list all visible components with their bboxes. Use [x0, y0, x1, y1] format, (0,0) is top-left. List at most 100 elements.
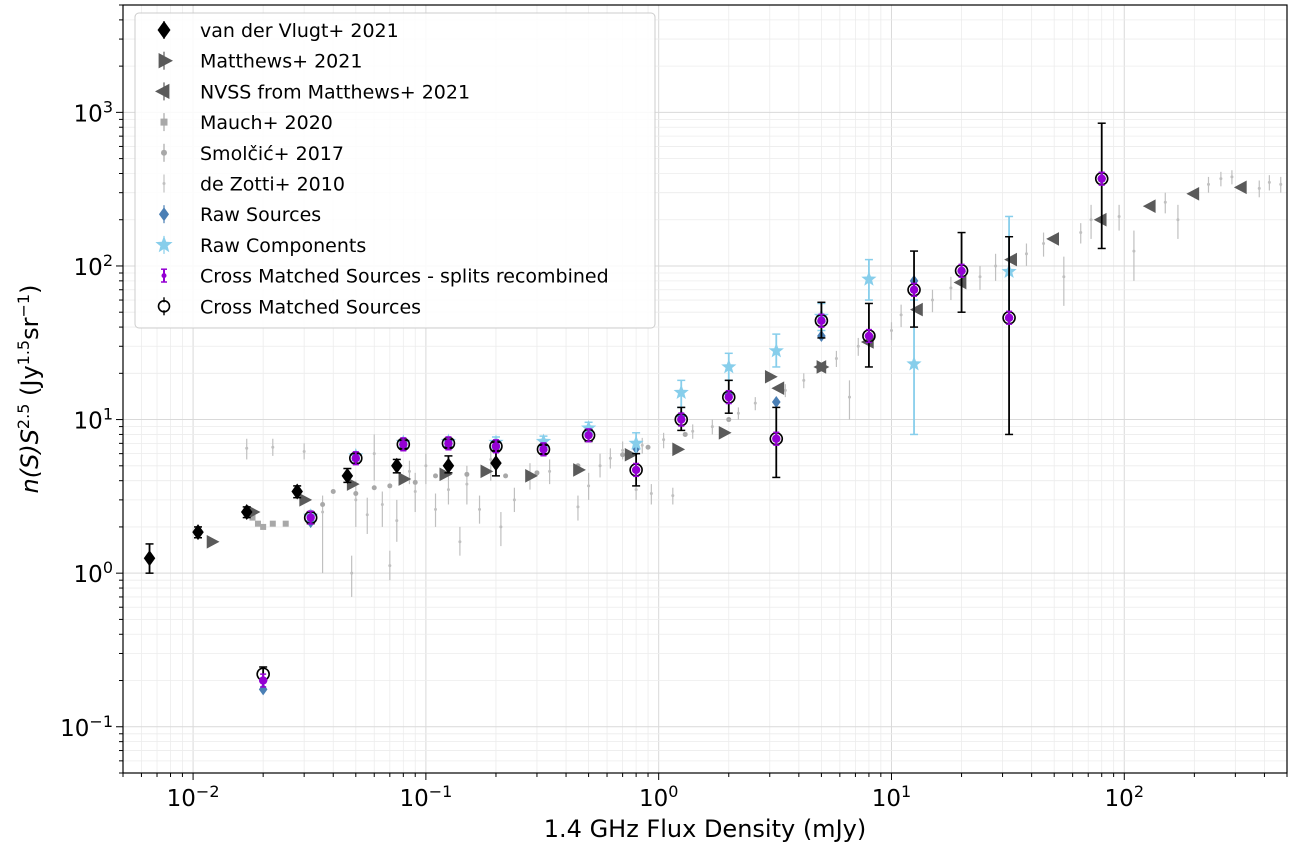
y-tick-label: 101 [74, 404, 113, 435]
tick-base: 10 [639, 786, 668, 812]
data-point [673, 384, 689, 399]
data-point [291, 483, 303, 500]
legend-item: Cross Matched Sources - splits recombine… [161, 266, 609, 288]
data-point [240, 504, 253, 521]
data-point [341, 467, 354, 484]
data-point [861, 271, 877, 286]
legend-label: Smolčić+ 2017 [200, 143, 344, 165]
legend-item: Matthews+ 2021 [158, 51, 362, 73]
data-point [387, 483, 393, 489]
y-tick-label: 103 [74, 97, 113, 128]
data-point [621, 448, 625, 452]
data-point [1206, 182, 1210, 186]
data-point [620, 452, 626, 458]
data-point [346, 477, 360, 491]
data-point [768, 342, 784, 358]
data-point [371, 485, 377, 491]
legend-marker [155, 235, 173, 253]
data-point [587, 484, 591, 488]
x-tick-label: 10−2 [167, 782, 220, 813]
data-point [320, 501, 326, 507]
legend-label: Mauch+ 2020 [200, 112, 333, 134]
data-point [535, 433, 552, 448]
legend-box [134, 12, 656, 329]
data-point [978, 275, 982, 279]
legend-item: NVSS from Matthews+ 2021 [155, 81, 470, 103]
data-point [662, 438, 666, 442]
tick-exponent: 3 [103, 97, 113, 116]
legend-marker [157, 21, 171, 39]
legend-label: Cross Matched Sources [200, 296, 421, 318]
y-label-part-7: ) [16, 285, 44, 294]
tick-base: 10 [74, 255, 103, 281]
data-point [1093, 212, 1107, 227]
data-point [354, 498, 358, 502]
data-point [847, 395, 851, 399]
data-point [249, 514, 256, 521]
data-point [247, 505, 261, 519]
legend-marker [160, 118, 168, 126]
data-point [856, 344, 860, 348]
data-point [1004, 252, 1017, 267]
legend-label: de Zotti+ 2010 [200, 174, 345, 196]
legend-item: de Zotti+ 2010 [162, 174, 345, 196]
legend-label: Raw Components [200, 235, 366, 257]
data-point [573, 463, 586, 477]
data-point-dot [491, 442, 501, 451]
data-point [753, 401, 757, 405]
data-point-dot [1004, 313, 1014, 322]
data-point [478, 507, 482, 511]
data-point [1163, 200, 1167, 204]
data-point [407, 469, 411, 473]
x-tick-label: 101 [872, 782, 911, 813]
series-8 [258, 171, 1106, 688]
tick-base: 10 [399, 786, 428, 812]
tick-base: 10 [74, 562, 103, 588]
legend-marker-fill [160, 302, 168, 311]
tick-base: 10 [74, 101, 103, 127]
data-point [282, 520, 289, 527]
y-label-part-1: n(S)S [16, 429, 44, 493]
data-point [388, 564, 392, 568]
data-point-dot [399, 440, 408, 449]
legend-marker [158, 207, 170, 222]
legend-label: van der Vlugt+ 2021 [200, 20, 399, 42]
data-point [192, 524, 204, 541]
y-label-part-3: (Jy [16, 365, 44, 403]
series-1 [206, 360, 830, 549]
data-point [1279, 182, 1283, 186]
data-point [710, 425, 714, 429]
data-point [548, 469, 552, 473]
data-point [1042, 242, 1046, 246]
data-point [718, 426, 732, 440]
data-point [434, 507, 438, 511]
data-point [1186, 186, 1200, 201]
y-label-part-6: −1 [14, 294, 33, 318]
series-5 [245, 170, 1283, 597]
data-point [353, 491, 359, 497]
data-point-dot [351, 454, 360, 463]
data-point [1233, 180, 1247, 195]
data-point [499, 525, 503, 529]
legend-marker [162, 182, 166, 185]
data-point [672, 442, 686, 457]
x-tick-label: 102 [1105, 782, 1144, 813]
data-point [398, 472, 412, 486]
plot-area-frame [122, 4, 1288, 774]
data-point [624, 447, 638, 462]
series-0 [143, 450, 502, 574]
data-point [802, 378, 806, 382]
data-point-dot [724, 392, 733, 402]
data-point [365, 513, 369, 517]
data-point [736, 411, 740, 415]
data-point-dot [772, 434, 781, 443]
data-point [464, 471, 470, 477]
data-point-dot [258, 676, 268, 685]
data-point [783, 388, 787, 392]
data-point-dot [677, 415, 686, 424]
data-point [442, 457, 455, 474]
y-label-part-4: 1.5 [14, 340, 33, 365]
data-point [433, 473, 439, 479]
